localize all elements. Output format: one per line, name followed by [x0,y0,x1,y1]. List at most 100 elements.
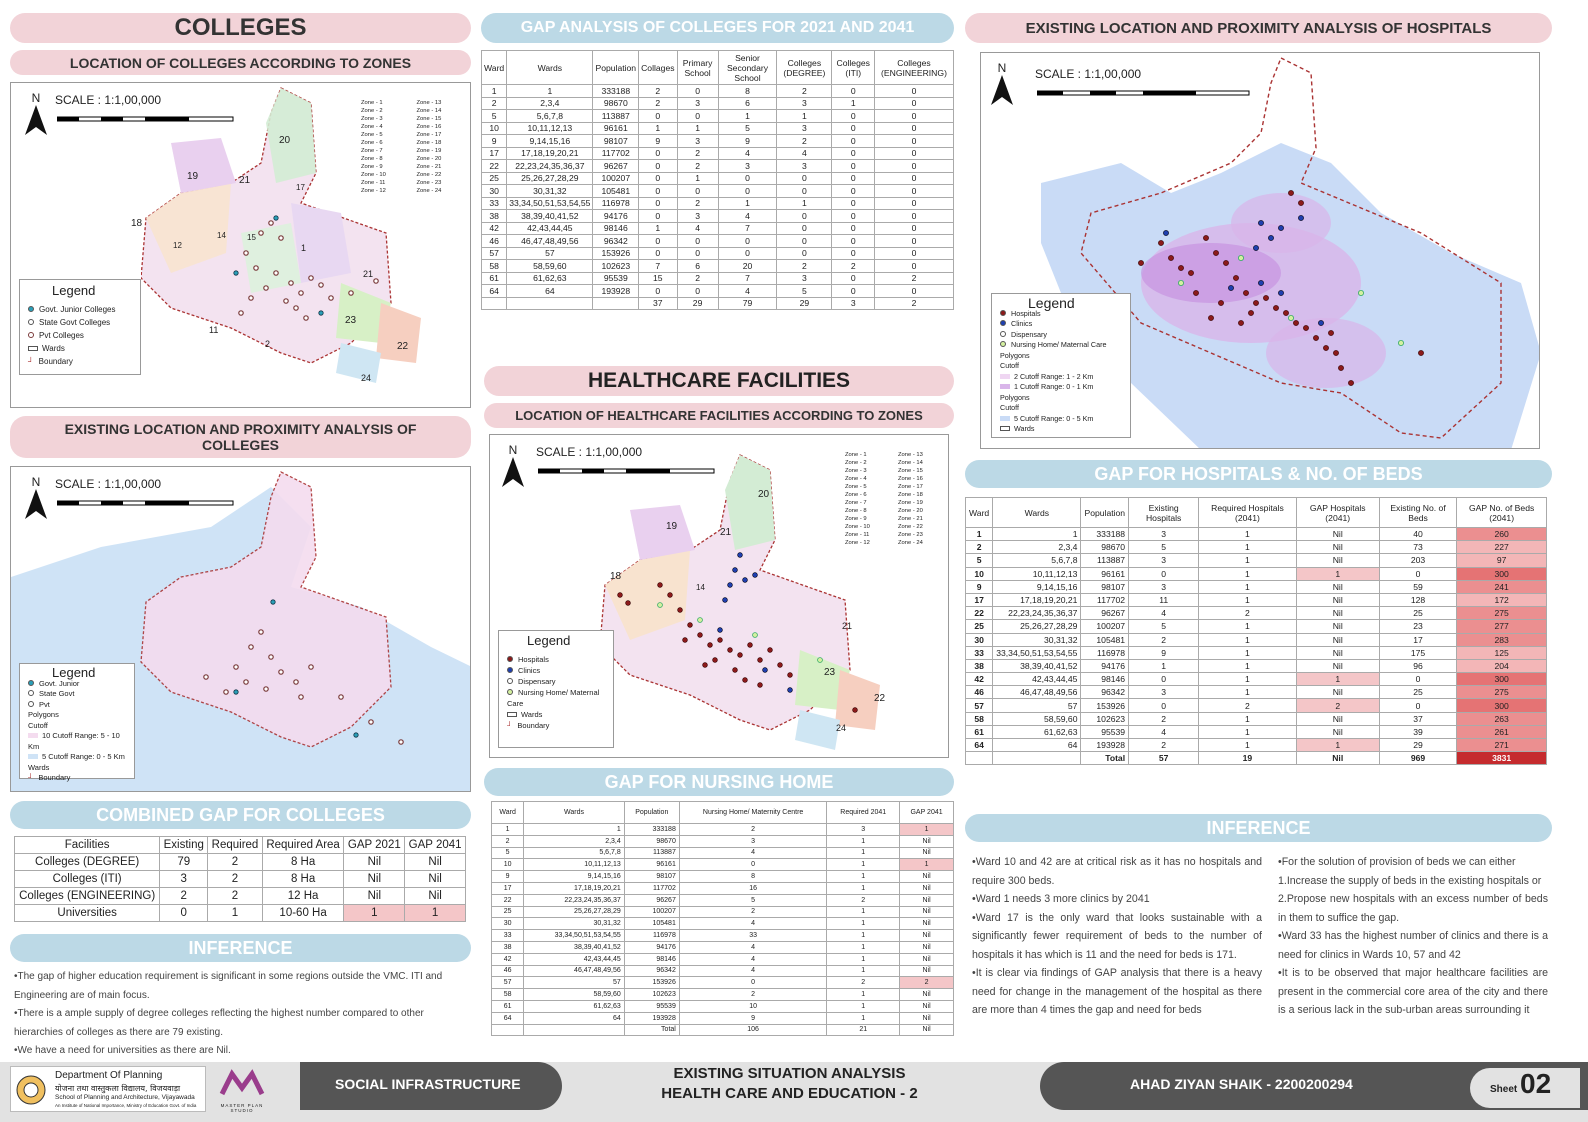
table-cell: 96161 [623,858,680,872]
scale-label: SCALE : 1:1,00,000 [1035,67,1142,81]
table-cell: 1 [1198,632,1297,647]
table-cell: 0 [776,234,833,248]
table-row: 42 42,43,44,45 98146 0 1 1 0 300 [964,672,1547,687]
table-cell: 300 [1456,698,1547,713]
table-cell: 2 [1128,737,1200,753]
table-cell: 1 [676,121,719,135]
table-cell: 241 [1456,579,1547,594]
table-cell: 4 [678,917,828,931]
table-cell: 0 [676,184,719,198]
table-row: 57 57 153926 0 2 2 [490,976,954,990]
zone-label: 21 [720,527,732,538]
table-cell: 11 [1128,592,1200,608]
table-cell: 25 [1378,685,1458,700]
table-row: 1 1 333188 2 0 8 2 0 0 [480,84,954,98]
table-row: 58 58,59,60 102623 2 1 Nil [490,988,954,1001]
table-cell: 4 [776,146,833,160]
table-cell: Nil [343,870,406,888]
table-row: 9 9,14,15,16 98107 3 1 Nil 59 241 [964,579,1547,594]
healthcare-title: HEALTHCARE FACILITIES [484,366,954,396]
table-cell: 96267 [592,159,640,173]
table-row: 2 2,3,4 98670 5 1 Nil 73 227 [964,540,1547,555]
table-cell: Nil [1295,658,1380,674]
table-cell: Nil [899,988,954,1001]
table-cell: 0 [776,246,833,260]
table-cell: Nil [1295,724,1380,740]
table-header: Wards [523,801,625,824]
zone-label: 11 [209,325,219,335]
hospital-inference-left: •Ward 10 and 42 are at critical risk as … [972,856,1262,1016]
table-cell: 64 [992,737,1082,753]
table-row: 2 2,3,4 98670 3 1 Nil [490,834,954,848]
table-cell: Nil [899,999,954,1013]
table-total-row: 37 29 79 29 3 2 [480,296,954,310]
table-cell: 2 [1198,698,1297,713]
table-cell: Colleges (ITI) [13,870,161,888]
footer: Department Of Planning योजना तथा वास्तुक… [0,1062,1588,1122]
table-cell: 3 [678,834,828,848]
table-cell: 1 [826,870,901,883]
table-cell: 33 [964,645,994,660]
table-header: GAP 2041 [899,801,954,824]
table-row: 5 5,6,7,8 113887 4 1 Nil [490,846,954,860]
table-cell: 0 [831,234,875,248]
table-cell: 1 [1198,592,1297,608]
table-cell: Nil [1295,606,1380,621]
table-cell: 9 [480,134,508,148]
table-cell: 33 [490,929,525,942]
scale-label: SCALE : 1:1,00,000 [536,445,643,459]
table-row: 9 9,14,15,16 98107 9 3 9 2 0 0 [480,134,954,148]
hospital-gap-table: Ward Wards Population Existing Hospitals Req… [964,497,1547,766]
table-cell: 8 [678,870,828,883]
table-cell: 1 [523,823,625,836]
table-cell: 96161 [1080,566,1130,581]
table-cell: 1 [964,526,994,542]
studio-logo-icon [219,1069,265,1096]
table-cell: 3831 [1456,751,1547,766]
table-cell: 3 [776,271,833,285]
table-cell: 95539 [623,999,680,1013]
table-cell: 3 [1128,553,1200,568]
table-cell: 2 [480,96,508,110]
table-cell: 42 [964,672,994,687]
table-cell: 2 [678,823,828,836]
table-row: 1 1 333188 2 3 1 [490,823,954,836]
table-header: GAP No. of Beds (2041) [1456,497,1547,528]
zone-label: 21 [239,175,251,186]
north-arrow: N [25,91,47,138]
hospital-legend: Legend Hospitals Clinics Dispensary Nurs… [991,293,1131,438]
zone-label: 24 [361,373,372,383]
table-row: 30 30,31,32 105481 0 0 0 0 0 0 [480,184,954,198]
table-cell: 8 [717,84,778,98]
table-cell: 12 Ha [261,887,345,905]
table-cell: 0 [776,221,833,235]
table-cell: 0 [638,209,678,223]
table-cell: 0 [676,109,719,123]
table-cell: 5 [776,284,833,298]
table-row: 17 17,18,19,20,21 117702 16 1 Nil [490,881,954,895]
table-cell: Nil [899,929,954,942]
health-legend: Legend Hospitals Clinics Dispensary Nurs… [498,630,614,748]
table-cell: Nil [1295,592,1380,608]
table-cell: 1 [992,526,1082,542]
school-block: Department Of Planning योजना तथा वास्तुक… [10,1066,206,1112]
table-cell: 29 [776,296,833,310]
table-cell: 3 [776,121,833,135]
table-row: 5 5,6,7,8 113887 3 1 Nil 203 97 [964,553,1547,568]
colleges-zone-map: N SCALE : 1:1,00,000 Zone - 1 Zone - 2 Zon… [10,82,471,408]
table-cell: 19 [1198,751,1297,766]
table-row: 46 46,47,48,49,56 96342 4 1 Nil [490,964,954,978]
table-row: 64 64 193928 0 0 4 5 0 0 [480,284,954,298]
table-cell: 57 [523,976,625,990]
table-cell: 1 [343,904,406,922]
table-cell: 275 [1456,606,1547,621]
table-cell: 0 [831,121,875,135]
table-header: Colleges (DEGREE) [776,50,833,85]
table-cell: 3 [676,134,719,148]
table-row: 10 10,11,12,13 96161 0 1 1 0 300 [964,566,1547,581]
table-cell: 1 [638,121,678,135]
table-header: Facilities [13,836,161,854]
table-row: 38 38,39,40,41,52 94176 1 1 Nil 96 204 [964,658,1547,674]
table-cell: 5 [678,893,828,907]
table-cell: 64 [964,737,994,753]
